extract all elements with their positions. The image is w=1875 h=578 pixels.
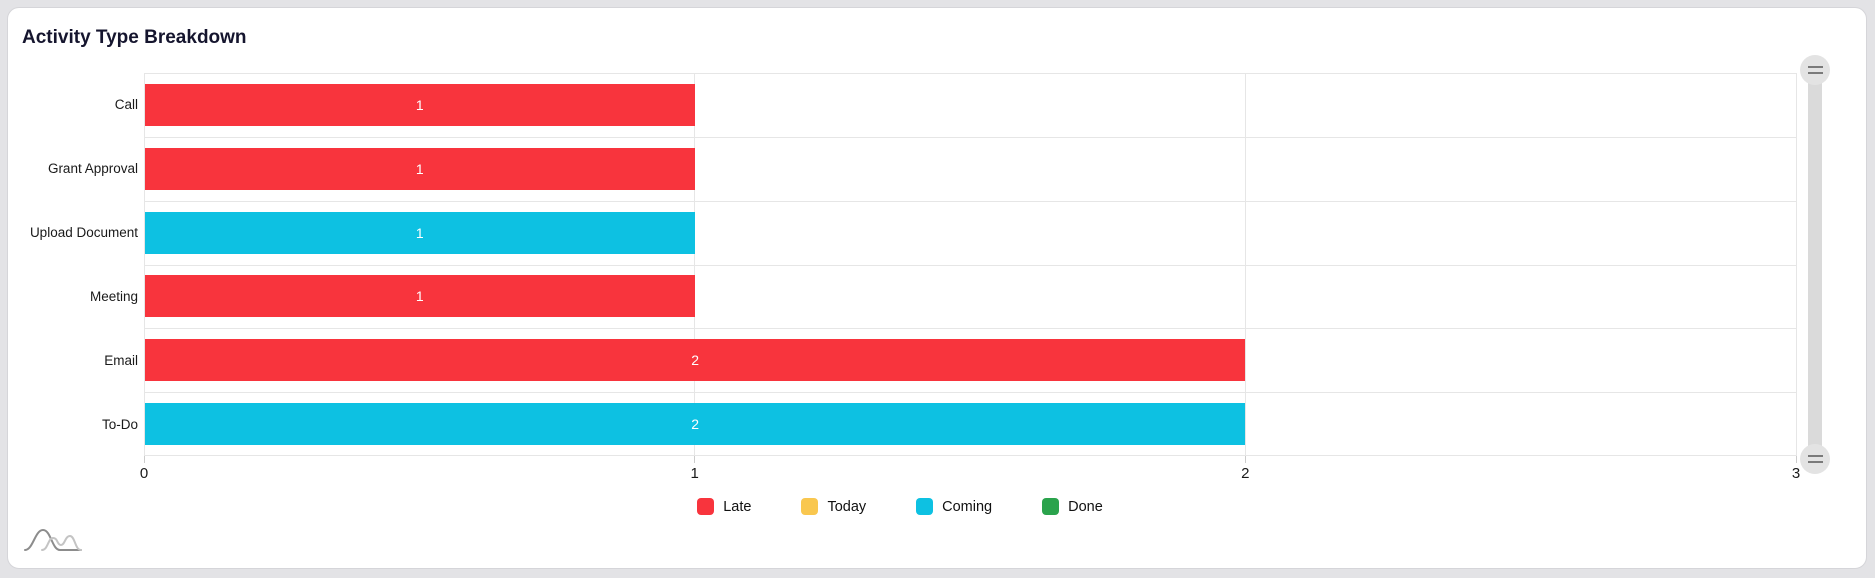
chart-title: Activity Type Breakdown <box>22 27 247 48</box>
scrollbar-grip-bottom drag-handle-icon[interactable] <box>1800 444 1830 474</box>
gridline-vertical <box>1795 73 1797 456</box>
legend-swatch <box>1042 498 1060 515</box>
legend: Late Today Coming Done <box>8 498 1792 515</box>
bar-value-label: 1 <box>415 160 424 177</box>
scrollbar-grip-top drag-handle-icon[interactable] <box>1800 55 1830 85</box>
gridline-horizontal <box>144 73 1796 74</box>
grip-line <box>1807 72 1823 74</box>
legend-swatch <box>801 498 819 515</box>
bar[interactable]: 2 <box>145 339 1246 382</box>
legend-item-late[interactable]: Late <box>697 498 751 515</box>
gridline-horizontal <box>144 264 1796 266</box>
bar[interactable]: 1 <box>145 83 695 126</box>
category-label: Call <box>114 97 138 113</box>
gridline-horizontal <box>144 136 1796 138</box>
scrollbar-track[interactable] <box>1808 70 1822 459</box>
category-axis: Call Grant Approval Upload Document Meeting… <box>8 73 138 456</box>
bar-value-label: 2 <box>691 352 700 369</box>
category-label: Upload Document <box>29 225 138 241</box>
category-label: Grant Approval <box>47 161 138 177</box>
axis-tick <box>1795 456 1797 463</box>
x-tick-label: 1 <box>690 465 699 482</box>
bar-value-label: 1 <box>415 224 424 241</box>
axis-tick <box>143 456 145 463</box>
legend-label: Today <box>827 498 867 515</box>
plot-area: 1 1 1 1 2 2 <box>143 73 1797 456</box>
amcharts-logo-curves <box>24 528 82 551</box>
legend-label: Done <box>1068 498 1103 515</box>
legend-label: Late <box>723 498 752 515</box>
x-axis-line <box>144 455 1796 456</box>
chart-card: Activity Type Breakdown Call Grant Approv… <box>7 7 1867 569</box>
bar-value-label: 1 <box>415 288 424 305</box>
axis-tick <box>694 456 696 463</box>
legend-label: Coming <box>942 498 993 515</box>
x-tick-label: 3 <box>1791 465 1801 482</box>
amcharts-logo-icon[interactable] <box>22 524 84 556</box>
legend-item-done[interactable]: Done <box>1042 498 1103 515</box>
category-label: Meeting <box>89 288 138 304</box>
bar[interactable]: 1 <box>145 275 695 318</box>
grip-line <box>1807 461 1823 463</box>
grip-line <box>1807 455 1823 457</box>
category-label: Email <box>104 352 138 368</box>
gridline-horizontal <box>144 328 1796 330</box>
legend-item-today[interactable]: Today <box>801 498 866 515</box>
legend-swatch <box>697 498 715 515</box>
x-tick-label: 2 <box>1241 465 1250 482</box>
bar[interactable]: 1 <box>145 211 695 254</box>
bar[interactable]: 2 <box>145 403 1246 446</box>
value-axis: 0 1 2 3 <box>140 456 1800 490</box>
bar[interactable]: 1 <box>145 147 695 190</box>
category-label: To-Do <box>101 416 138 432</box>
gridline-horizontal <box>144 200 1796 202</box>
bar-value-label: 2 <box>691 416 700 433</box>
bar-value-label: 1 <box>415 96 424 113</box>
x-tick-label: 0 <box>139 465 149 482</box>
axis-tick <box>1244 456 1246 463</box>
grip-line <box>1807 66 1823 68</box>
gridline-horizontal <box>144 392 1796 394</box>
legend-swatch <box>916 498 934 515</box>
legend-item-coming[interactable]: Coming <box>916 498 992 515</box>
